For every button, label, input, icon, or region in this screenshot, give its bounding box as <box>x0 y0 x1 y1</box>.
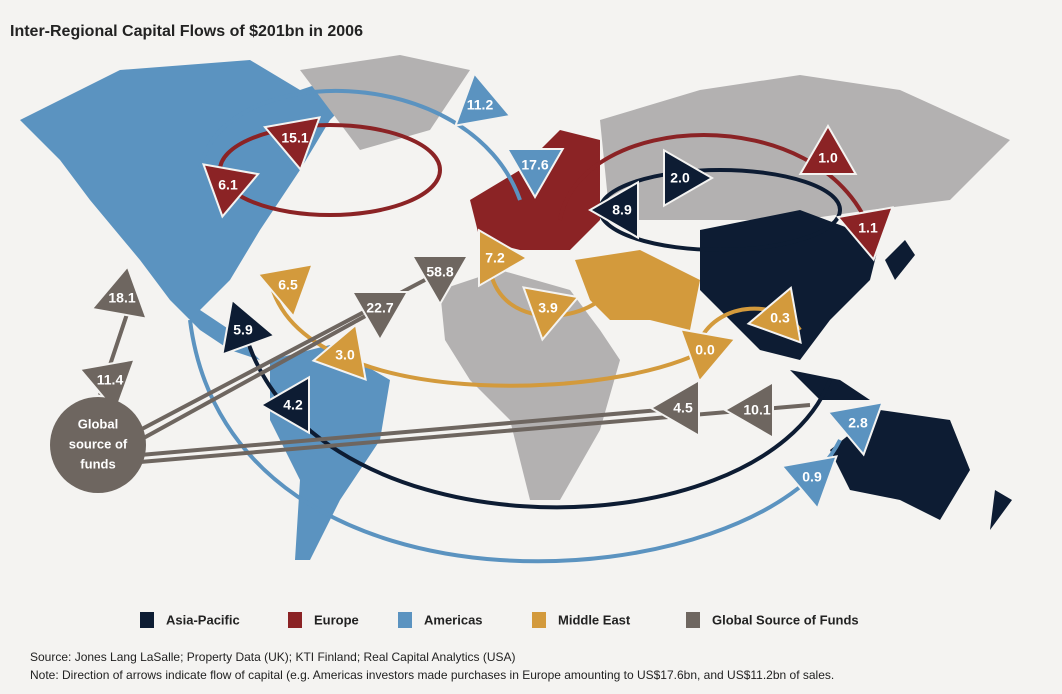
flow-arrow <box>350 291 410 343</box>
arc <box>139 306 381 442</box>
global-source-label: funds <box>80 456 115 471</box>
global-source-circle <box>50 397 146 493</box>
flow-value: 22.7 <box>366 300 393 316</box>
flow-labels: 11.2 15.1 6.1 17.6 2.0 8.9 1.0 1.1 6.5 58.8 7.2 22.… <box>78 71 895 511</box>
flow-value: 6.1 <box>218 177 238 193</box>
global-source: Global source of funds <box>50 397 146 493</box>
flow-arrow <box>798 123 858 175</box>
japan <box>885 240 915 280</box>
flow-arrow <box>722 380 774 440</box>
legend-label: Asia-Pacific <box>166 612 240 627</box>
flow-value: 8.9 <box>612 202 632 218</box>
flow-arrow <box>648 378 700 438</box>
flow-value: 1.0 <box>818 150 838 166</box>
flow-arrow <box>587 180 639 240</box>
arc <box>188 319 842 564</box>
legend-label: Middle East <box>558 612 631 627</box>
flow-arrow <box>678 328 737 384</box>
flow-arrow <box>453 71 512 127</box>
flow-value: 3.9 <box>538 300 558 316</box>
flow-value: 0.9 <box>802 469 822 485</box>
legend-label: Europe <box>314 612 359 627</box>
flow-value: 1.1 <box>858 220 878 236</box>
flow-arrow <box>311 323 367 382</box>
flow-value: 2.0 <box>670 170 690 186</box>
flow-value: 11.2 <box>467 97 494 113</box>
legend-label: Global Source of Funds <box>712 612 859 627</box>
arc <box>558 133 872 231</box>
flow-value: 7.2 <box>485 250 505 266</box>
flow-value: 15.1 <box>281 130 308 146</box>
legend-swatch <box>398 612 412 628</box>
new-zealand <box>990 490 1012 530</box>
flow-value: 0.0 <box>695 342 715 358</box>
flow-arrow <box>836 206 895 262</box>
legend-swatch <box>288 612 302 628</box>
flow-value: 11.4 <box>97 372 124 388</box>
flow-value: 6.5 <box>278 277 298 293</box>
legend-swatch <box>140 612 154 628</box>
global-source-label: source of <box>69 436 128 451</box>
legend: Asia-Pacific Europe Americas Middle East Glo… <box>140 612 859 628</box>
flow-arrow <box>201 163 260 219</box>
flow-arrow <box>826 401 885 457</box>
flow-arrow <box>746 286 802 345</box>
flow-value: 4.2 <box>283 397 303 413</box>
arc <box>198 88 522 201</box>
note: Note: Direction of arrows indicate flow … <box>30 668 834 682</box>
flow-arrow <box>505 148 565 200</box>
flow-value: 2.8 <box>848 415 868 431</box>
legend-swatch <box>686 612 700 628</box>
global-source-label: Global <box>78 416 118 431</box>
flow-arrow <box>78 358 137 414</box>
legend-label: Americas <box>424 612 483 627</box>
flow-arrow <box>521 286 580 342</box>
flow-value: 3.0 <box>335 347 355 363</box>
legend-swatch <box>532 612 546 628</box>
middle-east-land <box>575 250 700 330</box>
flow-value: 0.3 <box>770 310 790 326</box>
flow-arrow <box>90 264 149 320</box>
flow-value: 5.9 <box>233 322 253 338</box>
flow-value: 4.5 <box>673 400 693 416</box>
flow-value: 17.6 <box>521 157 548 173</box>
flow-arrow <box>263 116 322 172</box>
arc <box>268 279 722 388</box>
flow-arrow <box>258 375 310 435</box>
title: Inter-Regional Capital Flows of $201bn i… <box>10 23 363 40</box>
flow-arrow <box>478 228 530 288</box>
flow-arrow <box>410 255 470 307</box>
flow-value: 58.8 <box>426 264 453 280</box>
flow-arrow <box>663 148 715 208</box>
flow-arrow <box>780 455 839 511</box>
flow-value: 18.1 <box>108 290 135 306</box>
flow-arrow <box>221 298 277 357</box>
source: Source: Jones Lang LaSalle; Property Dat… <box>30 650 516 664</box>
arc <box>139 406 684 457</box>
flow-value: 10.1 <box>743 402 770 418</box>
flow-arrow <box>256 263 315 319</box>
